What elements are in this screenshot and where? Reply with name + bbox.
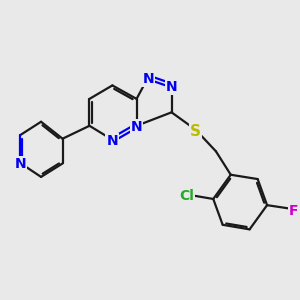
Text: N: N xyxy=(166,80,177,94)
Text: N: N xyxy=(131,120,142,134)
Text: F: F xyxy=(289,204,299,218)
Text: N: N xyxy=(14,158,26,171)
Text: Cl: Cl xyxy=(179,189,194,203)
Text: N: N xyxy=(142,72,154,86)
Text: S: S xyxy=(190,124,201,139)
Text: N: N xyxy=(106,134,118,148)
